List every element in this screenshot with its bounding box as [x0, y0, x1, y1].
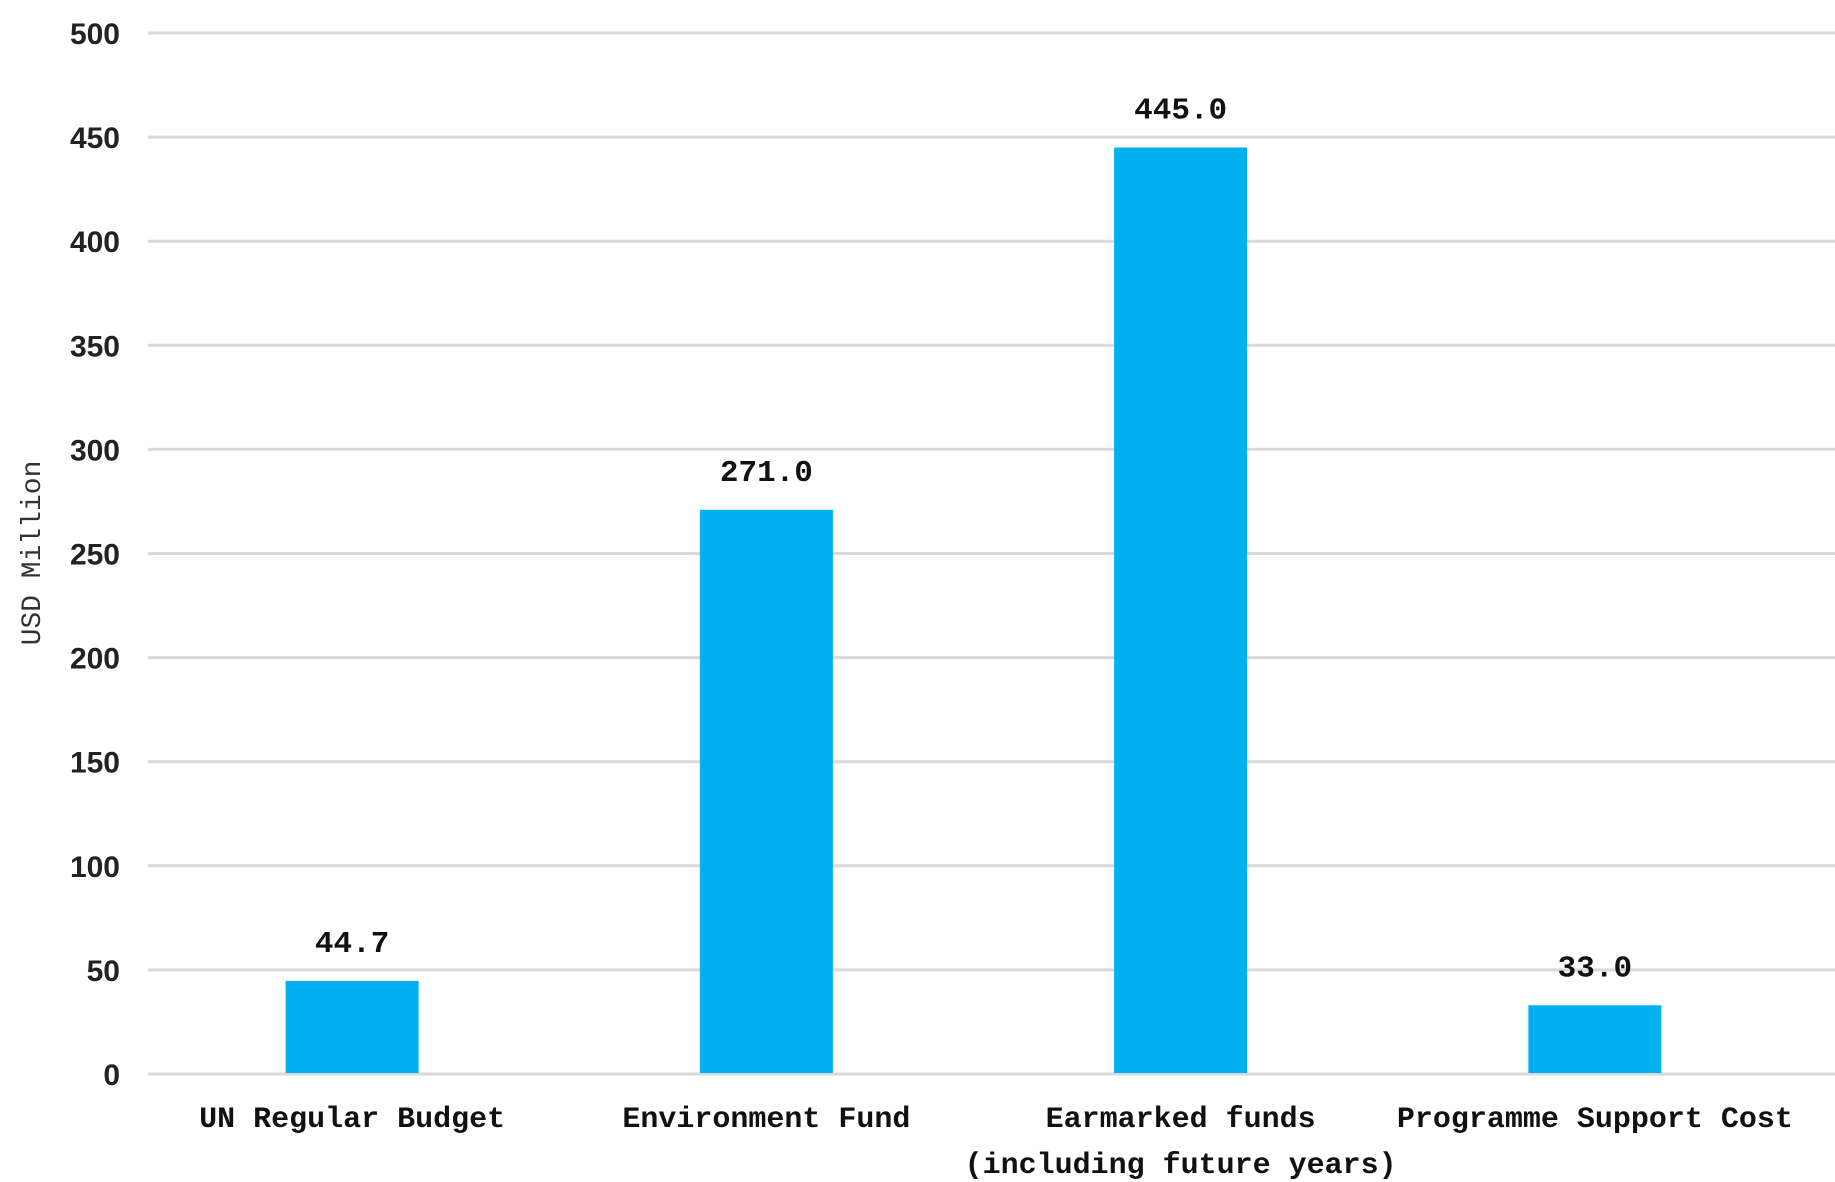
x-tick-label-line: Earmarked funds: [1046, 1103, 1316, 1137]
data-label-1: 44.7: [315, 927, 389, 962]
gridlines: [148, 31, 1835, 1076]
y-tick-label: 400: [70, 226, 120, 259]
data-label-4: 33.0: [1558, 951, 1632, 986]
y-tick-label: 150: [70, 747, 120, 780]
x-tick-label-3: Earmarked funds (including future years): [965, 1103, 1397, 1182]
y-tick-label: 500: [70, 18, 120, 51]
y-tick-label: 200: [70, 643, 120, 676]
x-tick-label-line: Programme Support Cost: [1397, 1103, 1793, 1137]
bar-3: [1114, 147, 1248, 1073]
y-axis-title: USD Million: [18, 461, 49, 646]
bar-4: [1528, 1005, 1662, 1073]
y-tick-label: 50: [87, 955, 120, 988]
y-axis-ticks: 0 50 100 150 200 250 300 350 400 450 500: [70, 18, 120, 1092]
bar-2: [699, 509, 833, 1073]
y-tick-label: 350: [70, 330, 120, 363]
x-tick-label-line: Environment Fund: [622, 1103, 910, 1137]
data-label-2: 271.0: [720, 456, 813, 491]
y-tick-label: 300: [70, 434, 120, 467]
x-tick-label-line: (including future years): [965, 1149, 1397, 1182]
y-tick-label: 0: [103, 1059, 120, 1092]
x-tick-label-2: Environment Fund: [622, 1103, 910, 1137]
bar-1: [285, 980, 419, 1073]
y-tick-label: 100: [70, 851, 120, 884]
x-tick-label-line: UN Regular Budget: [199, 1103, 505, 1137]
bars: [285, 147, 1662, 1073]
data-labels: 44.7 271.0 445.0 33.0: [315, 94, 1632, 987]
x-axis-ticks: UN Regular Budget Environment Fund Earmark…: [199, 1103, 1793, 1182]
x-tick-label-4: Programme Support Cost: [1397, 1103, 1793, 1137]
y-tick-label: 450: [70, 122, 120, 155]
data-label-3: 445.0: [1134, 94, 1227, 129]
x-tick-label-1: UN Regular Budget: [199, 1103, 505, 1137]
y-tick-label: 250: [70, 539, 120, 572]
